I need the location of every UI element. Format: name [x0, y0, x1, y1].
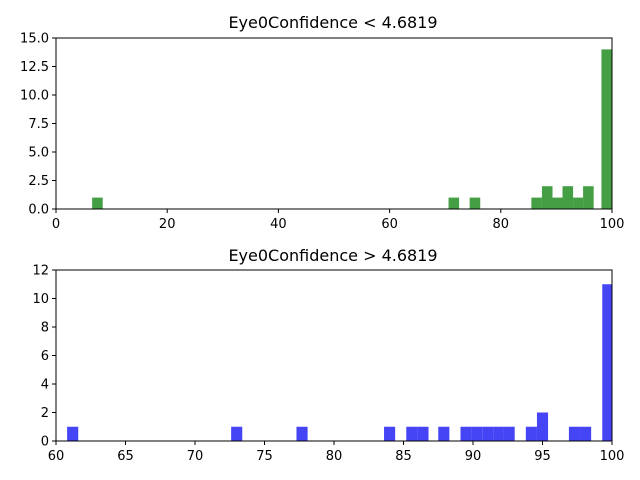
top-bar-4	[541, 186, 553, 209]
bottom-bar-16	[602, 284, 612, 441]
bottom-chart-title: Eye0Confidence > 4.6819	[228, 246, 437, 265]
bottom-x-tick-label-4: 80	[326, 449, 343, 464]
top-y-tick-label-4: 10.0	[20, 89, 49, 104]
top-bar-1	[448, 197, 460, 209]
top-y-tick-label-1: 2.5	[28, 174, 49, 189]
top-y-tick-label-2: 5.0	[28, 146, 49, 161]
bottom-x-tick-label-6: 90	[465, 449, 482, 464]
bottom-chart-bars	[67, 284, 612, 441]
top-histogram: Eye0Confidence < 4.6819 0.0 2.5 5.0 7.5 10.0…	[20, 13, 624, 232]
top-chart-x-axis: 0 20 40 60 80 100	[52, 209, 625, 232]
bottom-bar-12	[525, 426, 537, 441]
top-bar-5	[552, 197, 563, 209]
bottom-y-tick-label-1: 2	[41, 406, 49, 421]
top-bar-3	[531, 197, 542, 209]
bottom-y-tick-label-5: 10	[32, 292, 49, 307]
bottom-x-tick-label-5: 85	[395, 449, 412, 464]
bottom-chart-x-axis: 60 65 70 75 80 85 90 95 100	[48, 441, 625, 464]
top-bar-7	[573, 197, 584, 209]
top-x-tick-label-5: 100	[600, 217, 625, 232]
top-y-tick-label-6: 15.0	[20, 32, 49, 47]
bottom-bar-9	[482, 426, 494, 441]
bottom-chart-frame	[55, 269, 613, 442]
bottom-y-tick-label-0: 0	[41, 435, 49, 450]
bottom-bar-0	[67, 426, 79, 441]
bottom-bar-10	[493, 426, 504, 441]
bottom-x-tick-label-3: 75	[256, 449, 273, 464]
bottom-bar-11	[503, 426, 515, 441]
top-chart-bars	[92, 49, 612, 210]
bottom-bar-15	[580, 426, 592, 441]
top-bar-6	[562, 186, 574, 209]
bottom-y-tick-label-3: 6	[41, 349, 49, 364]
bottom-bar-7	[460, 426, 472, 441]
bottom-bar-1	[231, 426, 243, 441]
bottom-histogram: Eye0Confidence > 4.6819 0 2 4 6 8 10 12 60 65 70…	[32, 246, 624, 464]
bottom-y-tick-label-6: 12	[32, 264, 49, 279]
bottom-bar-6	[438, 426, 450, 441]
bottom-bar-5	[417, 426, 429, 441]
bottom-bar-3	[384, 426, 396, 441]
top-x-tick-label-4: 80	[493, 217, 510, 232]
top-x-tick-label-0: 0	[52, 217, 60, 232]
top-x-tick-label-3: 60	[381, 217, 398, 232]
top-y-tick-label-0: 0.0	[28, 203, 49, 218]
bottom-x-tick-label-0: 60	[48, 449, 65, 464]
bottom-x-tick-label-7: 95	[534, 449, 551, 464]
bottom-bar-13	[536, 412, 549, 441]
bottom-y-tick-label-2: 4	[41, 378, 49, 393]
top-bar-0	[92, 197, 103, 209]
top-chart-frame	[55, 37, 613, 210]
bottom-bar-14	[568, 426, 581, 441]
top-chart-title: Eye0Confidence < 4.6819	[228, 13, 437, 32]
bottom-x-tick-label-1: 65	[117, 449, 134, 464]
top-bar-2	[469, 197, 481, 209]
bottom-bar-4	[406, 426, 418, 441]
top-y-tick-label-3: 7.5	[28, 117, 49, 132]
bottom-x-tick-label-8: 100	[600, 449, 625, 464]
top-chart-y-axis: 0.0 2.5 5.0 7.5 10.0 12.5 15.0	[20, 32, 56, 218]
bottom-y-tick-label-4: 8	[41, 321, 49, 336]
top-bar-9	[601, 49, 612, 210]
bottom-bar-2	[296, 426, 308, 441]
top-y-tick-label-5: 12.5	[20, 60, 49, 75]
top-bar-8	[583, 186, 594, 209]
bottom-x-tick-label-2: 70	[187, 449, 204, 464]
top-x-tick-label-2: 40	[270, 217, 287, 232]
top-x-tick-label-1: 20	[159, 217, 176, 232]
bottom-bar-8	[471, 426, 483, 441]
bottom-chart-y-axis: 0 2 4 6 8 10 12	[32, 264, 56, 450]
